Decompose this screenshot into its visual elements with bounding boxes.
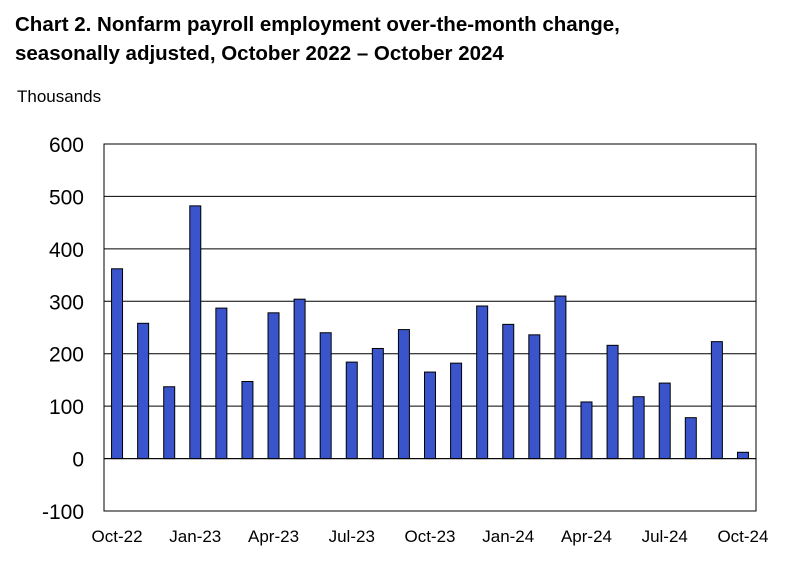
bar-may-23 [293,298,306,460]
bar-sep-23 [397,329,410,460]
y-tick-label: 100 [49,396,84,419]
x-tick-label: Oct-24 [717,527,768,546]
x-tick-label: Jul-23 [329,527,375,546]
bar-nov-22 [137,322,150,460]
x-tick-label: Jan-23 [169,527,221,546]
chart-title: Chart 2. Nonfarm payroll employment over… [15,10,620,68]
y-tick-label: 300 [49,291,84,314]
bars [111,205,749,460]
plot-frame [103,143,757,512]
bar-aug-23 [371,347,384,460]
y-tick-label: 0 [72,449,84,472]
x-tick-label: Apr-23 [248,527,299,546]
bar-dec-22 [163,386,176,460]
x-tick-label: Apr-24 [561,527,612,546]
bar-mar-24 [554,295,567,460]
y-tick-label: -100 [42,501,84,524]
y-tick-label: 500 [49,186,84,209]
bar-oct-22 [111,268,124,460]
y-tick-label: 400 [49,239,84,262]
y-axis-unit-label: Thousands [17,87,102,106]
bar-jul-23 [345,361,358,460]
bar-feb-24 [528,334,541,460]
y-tick-label: 200 [49,344,84,367]
x-tick-label: Oct-22 [92,527,143,546]
bar-jan-23 [189,205,202,460]
bar-jan-24 [502,323,515,460]
bar-jun-24 [632,396,645,460]
chart-title-line-2: seasonally adjusted, October 2022 – Octo… [15,42,504,65]
x-tick-label: Oct-23 [404,527,455,546]
chart-title-line-1: Chart 2. Nonfarm payroll employment over… [15,13,620,36]
bar-apr-24 [580,401,593,460]
y-tick-label: 600 [49,134,84,157]
bar-nov-23 [450,362,463,460]
bar-feb-23 [215,307,228,460]
bar-may-24 [606,344,619,460]
y-axis-tick-labels: 600 500 400 300 200 100 0 -100 [42,134,84,524]
bar-aug-24 [684,417,697,460]
bar-jun-23 [319,332,332,460]
x-tick-label: Jul-24 [642,527,688,546]
bar-sep-24 [710,341,723,460]
bar-mar-23 [241,381,254,460]
bar-oct-23 [424,371,436,460]
bar-apr-23 [267,312,280,460]
bar-oct-24 [736,451,749,460]
x-axis-tick-labels: Oct-22 Jan-23 Apr-23 Jul-23 Oct-23 Jan-24 Apr-… [92,527,769,546]
x-tick-label: Jan-24 [482,527,534,546]
bar-dec-23 [476,305,489,460]
bar-jul-24 [658,382,671,460]
